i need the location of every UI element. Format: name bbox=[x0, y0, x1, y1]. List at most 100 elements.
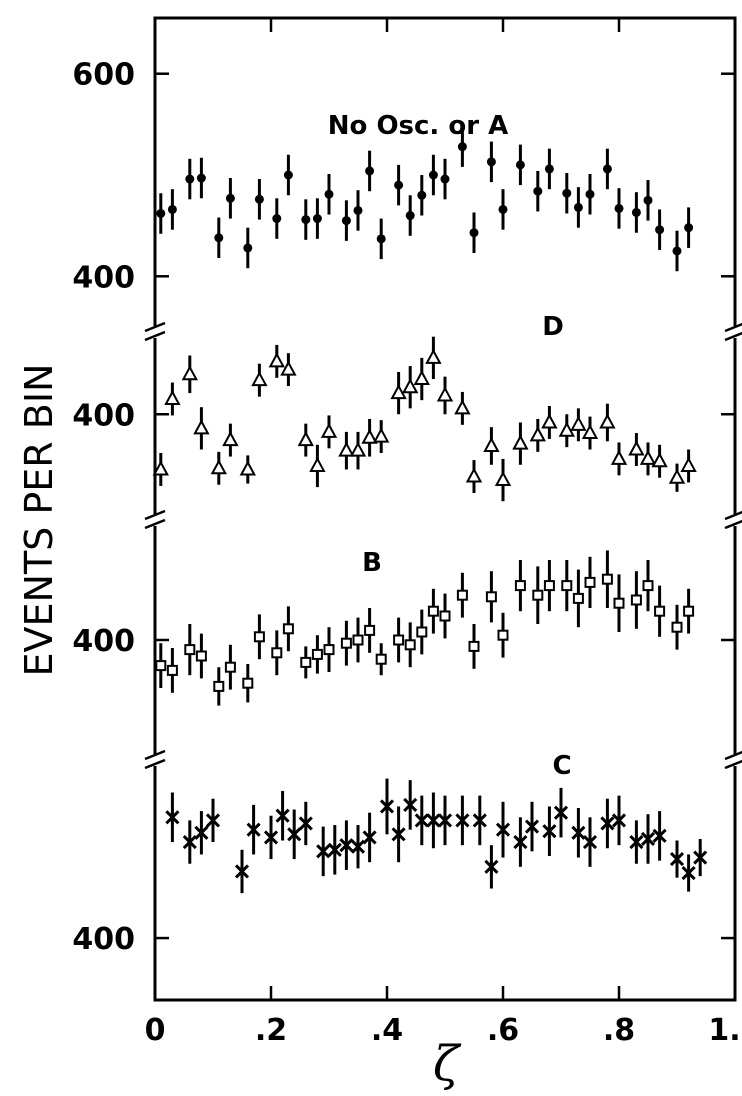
data-point bbox=[437, 795, 453, 846]
marker-circle bbox=[301, 215, 311, 225]
marker-cross bbox=[362, 830, 377, 845]
data-point bbox=[403, 780, 418, 830]
x-tick-label: 0 bbox=[145, 1013, 166, 1048]
data-point bbox=[610, 442, 628, 476]
marker-cross bbox=[327, 842, 342, 857]
marker-triangle bbox=[390, 384, 407, 400]
marker-triangle bbox=[436, 386, 454, 402]
marker-cross bbox=[234, 864, 250, 879]
marker-circle bbox=[498, 204, 508, 214]
marker-triangle bbox=[222, 431, 239, 447]
marker-circle bbox=[469, 228, 479, 238]
marker-square bbox=[514, 580, 526, 592]
data-point bbox=[643, 180, 653, 221]
data-point bbox=[483, 427, 500, 465]
marker-circle bbox=[684, 223, 694, 233]
data-point bbox=[642, 560, 654, 612]
marker-triangle bbox=[529, 426, 546, 442]
data-point bbox=[651, 444, 668, 478]
data-point bbox=[414, 795, 429, 846]
data-point bbox=[214, 217, 224, 259]
data-point bbox=[254, 179, 264, 220]
marker-square bbox=[427, 605, 439, 617]
marker-triangle bbox=[210, 459, 227, 475]
data-point bbox=[495, 801, 511, 858]
marker-square bbox=[630, 594, 642, 606]
marker-circle bbox=[417, 190, 427, 200]
marker-square bbox=[340, 637, 352, 649]
marker-square bbox=[572, 592, 584, 604]
data-point bbox=[280, 353, 297, 387]
data-point bbox=[394, 164, 404, 206]
x-tick-label: .8 bbox=[603, 1013, 635, 1048]
marker-circle bbox=[394, 180, 404, 190]
data-point bbox=[246, 804, 261, 855]
marker-triangle bbox=[512, 434, 529, 450]
data-point bbox=[311, 635, 323, 674]
data-point bbox=[524, 801, 540, 852]
marker-cross bbox=[194, 825, 209, 840]
marker-circle bbox=[457, 142, 467, 152]
marker-cross bbox=[350, 839, 366, 854]
data-point bbox=[668, 463, 686, 492]
data-point bbox=[599, 403, 616, 442]
data-point bbox=[375, 643, 387, 676]
data-point bbox=[327, 825, 342, 875]
data-point bbox=[156, 193, 166, 234]
marker-circle bbox=[631, 207, 641, 217]
data-point bbox=[680, 449, 697, 483]
marker-square bbox=[468, 640, 480, 652]
data-point bbox=[584, 556, 596, 608]
data-point bbox=[376, 218, 386, 260]
marker-square bbox=[543, 580, 555, 592]
data-point bbox=[436, 376, 454, 415]
data-point bbox=[275, 790, 290, 841]
marker-triangle bbox=[465, 467, 483, 483]
marker-cross bbox=[263, 830, 279, 845]
x-tick-label: .4 bbox=[371, 1013, 403, 1048]
marker-circle bbox=[225, 193, 235, 203]
data-point bbox=[639, 442, 657, 476]
marker-circle bbox=[254, 194, 264, 204]
marker-cross bbox=[339, 838, 354, 853]
data-point bbox=[532, 566, 544, 624]
marker-square bbox=[166, 664, 178, 676]
data-point bbox=[440, 158, 450, 200]
data-point bbox=[243, 227, 253, 269]
axis-break-mark bbox=[144, 509, 166, 530]
axis-break-mark bbox=[144, 321, 166, 342]
marker-circle bbox=[376, 234, 386, 244]
data-point bbox=[533, 170, 543, 212]
data-point bbox=[570, 408, 587, 442]
marker-circle bbox=[428, 170, 438, 180]
data-point bbox=[352, 617, 364, 663]
data-point bbox=[263, 815, 279, 860]
data-point bbox=[498, 189, 508, 230]
data-point bbox=[640, 814, 656, 864]
marker-cross bbox=[484, 859, 499, 874]
data-point bbox=[416, 609, 428, 655]
marker-circle bbox=[573, 202, 583, 212]
marker-cross bbox=[287, 827, 302, 842]
data-point bbox=[338, 431, 355, 470]
data-point bbox=[391, 806, 406, 863]
marker-square bbox=[561, 580, 573, 592]
data-point bbox=[683, 588, 695, 634]
data-point bbox=[472, 795, 487, 846]
marker-triangle bbox=[570, 415, 587, 431]
marker-circle bbox=[614, 203, 624, 213]
data-point bbox=[379, 778, 395, 835]
data-point bbox=[600, 798, 615, 849]
marker-cross bbox=[571, 825, 586, 840]
marker-cross bbox=[165, 810, 180, 825]
data-point bbox=[628, 433, 645, 466]
data-point bbox=[457, 126, 467, 167]
marker-cross bbox=[652, 828, 667, 843]
marker-circle bbox=[353, 205, 363, 215]
data-point bbox=[529, 418, 546, 452]
data-point bbox=[582, 817, 598, 867]
data-point bbox=[222, 423, 239, 457]
data-point bbox=[210, 451, 227, 485]
data-point bbox=[373, 420, 390, 454]
data-point bbox=[362, 812, 377, 863]
